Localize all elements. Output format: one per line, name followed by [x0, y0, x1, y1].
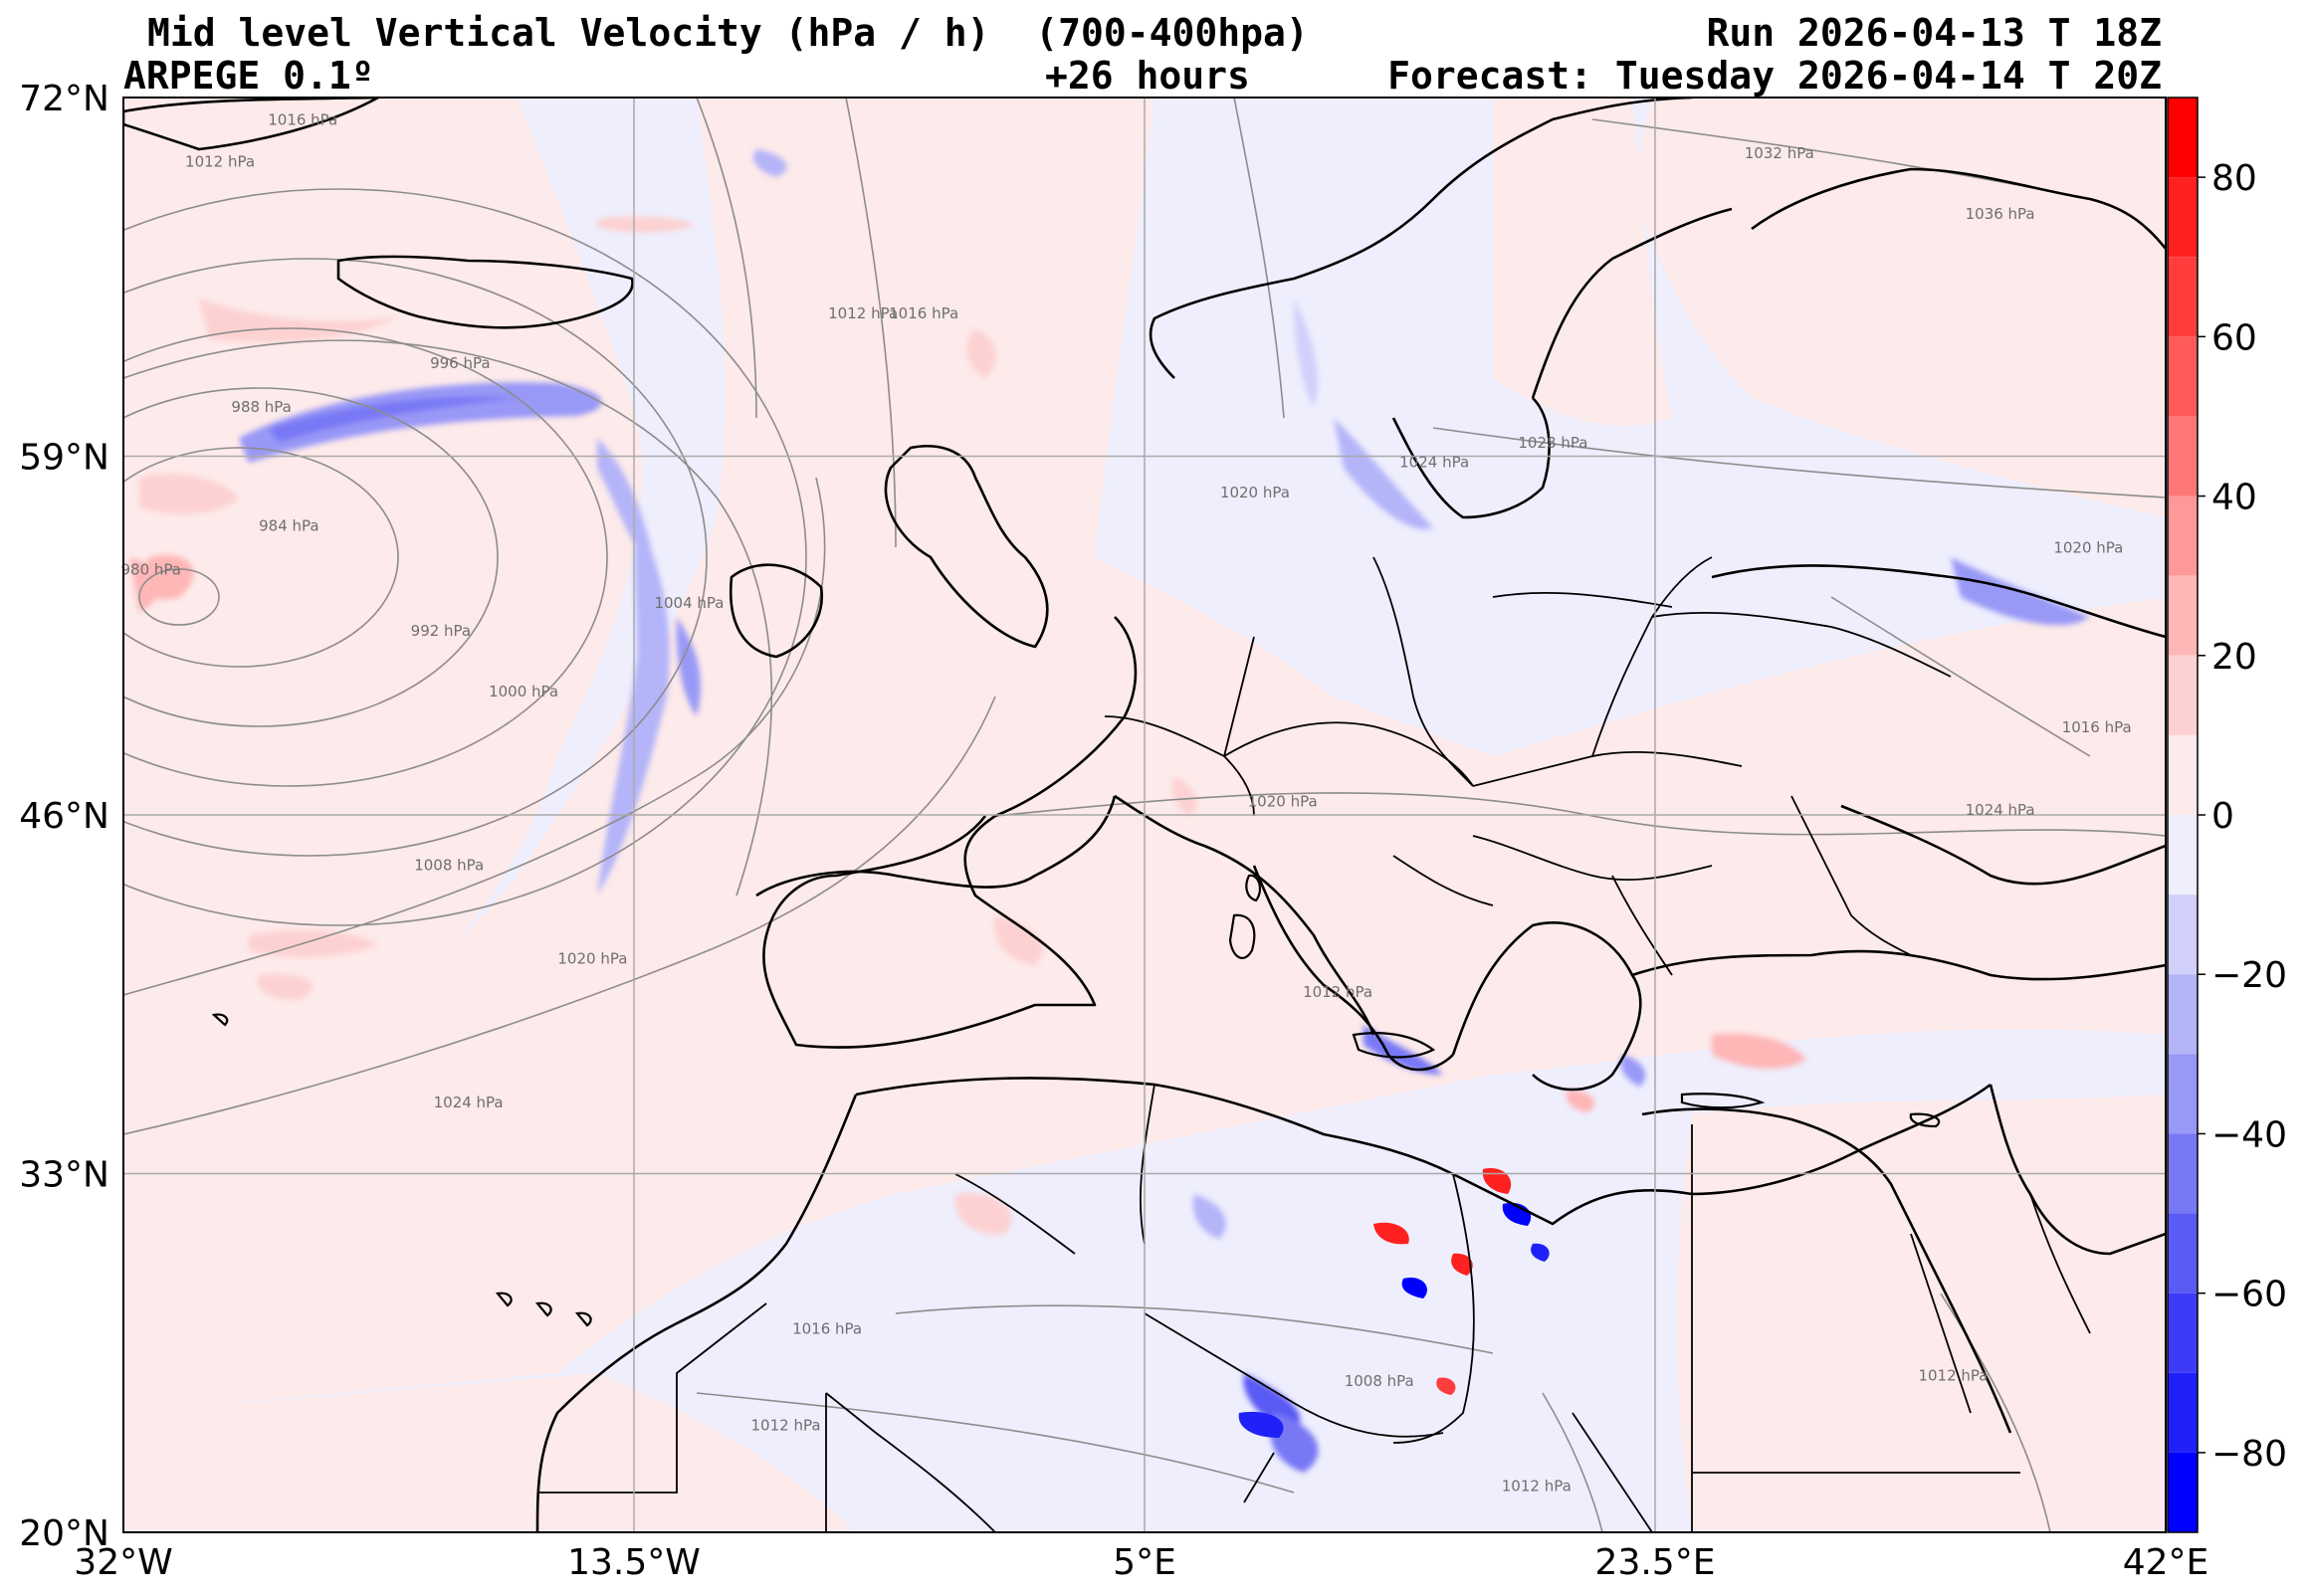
- model-name: ARPEGE 0.1º: [123, 54, 374, 98]
- isobar-label: 988 hPa: [231, 398, 291, 416]
- colorbar-tick-label: 20: [2211, 637, 2257, 678]
- isobar-label: 1028 hPa: [1518, 434, 1587, 452]
- isobar-label: 1008 hPa: [414, 856, 484, 874]
- isobar-label: 984 hPa: [259, 516, 318, 534]
- longitude-tick-label: 13.5°W: [567, 1542, 701, 1583]
- latitude-labels: 72°N 59°N 46°N 33°N 20°N: [19, 79, 109, 1554]
- isobar-label: 1024 hPa: [1399, 454, 1469, 472]
- colorbar-band: [2168, 1213, 2198, 1294]
- forecast-info: Forecast: Tuesday 2026-04-14 T 20Z: [1387, 54, 2162, 98]
- latitude-tick-label: 72°N: [19, 79, 109, 119]
- isobar-label: 1024 hPa: [1966, 801, 2035, 819]
- colorbar-band: [2168, 177, 2198, 258]
- run-info: Run 2026-04-13 T 18Z: [1706, 11, 2162, 55]
- isobar-label: 1012 hPa: [1303, 983, 1372, 1001]
- isobar-label: 1012 hPa: [185, 152, 255, 170]
- isobar-label: 1016 hPa: [792, 1319, 862, 1337]
- colorbar-tick-label: 60: [2211, 317, 2257, 358]
- iceland-coast: [336, 255, 634, 329]
- isobar-label: 1000 hPa: [489, 683, 558, 700]
- isobar-label: 992 hPa: [411, 622, 471, 640]
- latitude-tick-label: 33°N: [19, 1155, 109, 1196]
- colorbar-tick-label: −20: [2211, 955, 2287, 996]
- colorbar-tick-label: −80: [2211, 1434, 2287, 1475]
- colorbar-band: [2168, 815, 2198, 896]
- colorbar-band: [2168, 496, 2198, 576]
- colorbar-band: [2168, 1054, 2198, 1134]
- colorbar-tick-label: 40: [2211, 478, 2257, 518]
- isobar-label: 1012 hPa: [751, 1416, 821, 1434]
- colorbar-band: [2168, 416, 2198, 497]
- isobar-label: 1020 hPa: [557, 950, 627, 968]
- isobar-label: 1012 hPa: [1918, 1366, 1988, 1384]
- isobar-label: 1012 hPa: [828, 304, 898, 322]
- colorbar-band: [2168, 98, 2198, 178]
- coastlines: [123, 98, 2166, 1532]
- latitude-tick-label: 46°N: [19, 796, 109, 837]
- isobar-label: 1032 hPa: [1745, 144, 1814, 162]
- isobar-label: 1020 hPa: [2053, 539, 2123, 557]
- latitude-tick-label: 20°N: [19, 1513, 109, 1554]
- colorbar-labels: 80 60 40 20 0 −20 −40 −60 −80: [2198, 158, 2287, 1475]
- colorbar-band: [2168, 1452, 2198, 1532]
- colorbar: [2167, 97, 2199, 1533]
- colorbar-band: [2168, 336, 2198, 417]
- corsica-coast: [1245, 874, 1262, 902]
- latitude-tick-label: 59°N: [19, 438, 109, 479]
- colorbar-band: [2168, 974, 2198, 1055]
- longitude-labels: 32°W 13.5°W 5°E 23.5°E 42°E: [74, 1542, 2208, 1583]
- longitude-tick-label: 42°E: [2123, 1542, 2209, 1583]
- longitude-tick-label: 5°E: [1113, 1542, 1176, 1583]
- isobar-label: 980 hPa: [120, 561, 180, 579]
- negative-velocity-areas: [239, 149, 2090, 1473]
- chart-title: Mid level Vertical Velocity (hPa / h) (7…: [147, 11, 1309, 55]
- map-frame: [122, 97, 2167, 1533]
- isobar-lines: [123, 98, 2166, 1532]
- isobar-label: 1016 hPa: [889, 304, 958, 322]
- colorbar-band: [2168, 655, 2198, 735]
- isobar-label: 1008 hPa: [1345, 1372, 1414, 1390]
- colorbar-band: [2168, 1293, 2198, 1373]
- greenland-coast: [123, 98, 380, 151]
- cyprus-coast: [1909, 1112, 1941, 1128]
- convective-cores: [1238, 1168, 1550, 1438]
- colorbar-band: [2168, 895, 2198, 975]
- sardinia-coast: [1228, 913, 1256, 959]
- isobar-label: 1024 hPa: [434, 1094, 504, 1111]
- colorbar-band: [2168, 575, 2198, 656]
- isobar-label: 1020 hPa: [1248, 793, 1318, 811]
- colorbar-band: [2168, 257, 2198, 337]
- country-borders: [537, 556, 2091, 1532]
- isobar-label: 1036 hPa: [1966, 205, 2035, 223]
- isobar-label: 1012 hPa: [1502, 1477, 1572, 1495]
- lead-time: +26 hours: [1045, 54, 1250, 98]
- sicily-coast: [1352, 1032, 1436, 1059]
- longitude-tick-label: 23.5°E: [1595, 1542, 1716, 1583]
- colorbar-tick-label: −40: [2211, 1114, 2287, 1155]
- crete-coast: [1680, 1093, 1766, 1109]
- isobar-label: 1016 hPa: [2062, 718, 2132, 736]
- isobar-label: 1016 hPa: [268, 111, 337, 129]
- ireland-coast: [729, 563, 824, 659]
- colorbar-band: [2168, 1133, 2198, 1214]
- isobar-label: 1004 hPa: [654, 594, 724, 612]
- isobar-label: 996 hPa: [430, 354, 490, 372]
- islands: [211, 874, 1941, 1327]
- graticule: [123, 98, 2166, 1532]
- colorbar-band: [2168, 734, 2198, 815]
- colorbar-tick-label: −60: [2211, 1275, 2287, 1315]
- colorbar-band: [2168, 1372, 2198, 1453]
- colorbar-tick-label: 80: [2211, 158, 2257, 199]
- colorbar-tick-label: 0: [2211, 796, 2234, 837]
- isobar-label: 1020 hPa: [1220, 484, 1290, 501]
- longitude-tick-label: 32°W: [74, 1542, 172, 1583]
- great-britain-coast: [884, 445, 1049, 649]
